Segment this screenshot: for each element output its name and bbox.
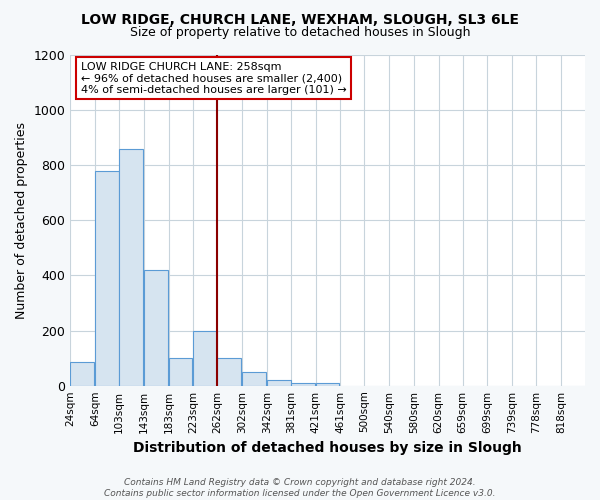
Text: LOW RIDGE CHURCH LANE: 258sqm
← 96% of detached houses are smaller (2,400)
4% of: LOW RIDGE CHURCH LANE: 258sqm ← 96% of d…: [80, 62, 346, 95]
Bar: [291, 383, 314, 386]
Bar: [267, 380, 290, 386]
Bar: [169, 358, 193, 386]
Text: Size of property relative to detached houses in Slough: Size of property relative to detached ho…: [130, 26, 470, 39]
Bar: [119, 148, 143, 386]
Bar: [217, 358, 241, 386]
Y-axis label: Number of detached properties: Number of detached properties: [15, 122, 28, 319]
Text: LOW RIDGE, CHURCH LANE, WEXHAM, SLOUGH, SL3 6LE: LOW RIDGE, CHURCH LANE, WEXHAM, SLOUGH, …: [81, 12, 519, 26]
Bar: [316, 383, 340, 386]
Text: Contains HM Land Registry data © Crown copyright and database right 2024.
Contai: Contains HM Land Registry data © Crown c…: [104, 478, 496, 498]
Bar: [242, 372, 266, 386]
X-axis label: Distribution of detached houses by size in Slough: Distribution of detached houses by size …: [133, 441, 522, 455]
Bar: [95, 170, 119, 386]
Bar: [193, 330, 217, 386]
Bar: [70, 362, 94, 386]
Bar: [144, 270, 167, 386]
